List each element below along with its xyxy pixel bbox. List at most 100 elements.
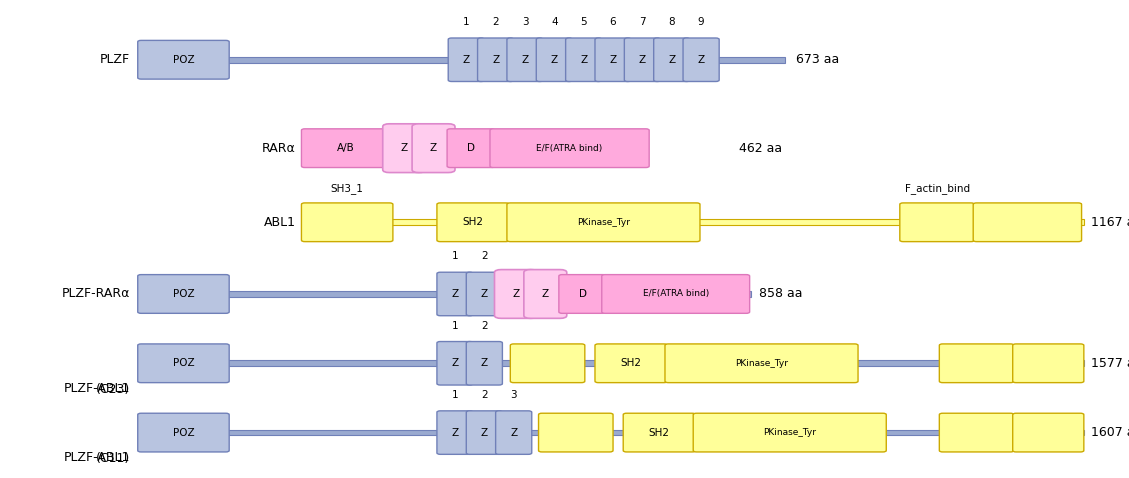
FancyBboxPatch shape [623,413,695,452]
FancyBboxPatch shape [939,344,1014,382]
FancyBboxPatch shape [566,38,602,81]
Text: 1: 1 [452,251,458,261]
FancyBboxPatch shape [602,274,750,314]
Text: SH3_1: SH3_1 [331,183,364,194]
FancyBboxPatch shape [539,413,613,452]
Text: SH2: SH2 [621,358,641,368]
FancyBboxPatch shape [495,270,537,318]
Text: 1: 1 [452,321,458,331]
FancyBboxPatch shape [665,344,858,382]
FancyBboxPatch shape [138,41,229,79]
Text: RARα: RARα [262,141,296,155]
FancyBboxPatch shape [448,38,484,81]
FancyBboxPatch shape [383,124,426,173]
FancyBboxPatch shape [437,272,473,316]
Text: 858 aa: 858 aa [759,287,803,301]
Text: Z: Z [452,289,458,299]
Text: 2: 2 [481,321,488,331]
FancyBboxPatch shape [437,341,473,385]
Text: E/F(ATRA bind): E/F(ATRA bind) [536,144,603,152]
FancyBboxPatch shape [301,203,393,241]
FancyBboxPatch shape [507,38,543,81]
FancyBboxPatch shape [490,129,649,168]
Text: Z: Z [580,55,587,65]
FancyBboxPatch shape [466,272,502,316]
Text: Z: Z [463,55,470,65]
FancyBboxPatch shape [1013,344,1084,382]
Text: 1167 aa: 1167 aa [1091,216,1129,229]
FancyBboxPatch shape [466,341,502,385]
FancyBboxPatch shape [138,413,229,452]
Text: (C11): (C11) [96,452,130,465]
Text: Z: Z [542,289,549,299]
Text: 3: 3 [522,17,528,27]
Text: Z: Z [639,55,646,65]
Text: 8: 8 [668,17,675,27]
Text: F_actin_bind: F_actin_bind [904,183,970,194]
FancyBboxPatch shape [900,203,974,241]
FancyBboxPatch shape [437,203,509,241]
Text: ABL1: ABL1 [264,216,296,229]
FancyBboxPatch shape [559,274,606,314]
FancyBboxPatch shape [447,129,495,168]
FancyBboxPatch shape [524,270,567,318]
Text: SH2: SH2 [649,428,669,437]
FancyBboxPatch shape [595,38,631,81]
FancyBboxPatch shape [1013,413,1084,452]
Text: PKinase_Tyr: PKinase_Tyr [577,218,630,227]
Text: 1: 1 [452,390,458,400]
Text: Z: Z [481,289,488,299]
FancyBboxPatch shape [138,344,229,382]
Text: PLZF-ABL1: PLZF-ABL1 [63,381,130,395]
Text: 9: 9 [698,17,704,27]
Text: 462 aa: 462 aa [739,141,782,155]
Bar [141,57,785,63]
Bar [141,291,751,297]
Text: Z: Z [452,358,458,368]
FancyBboxPatch shape [412,124,455,173]
Text: PKinase_Tyr: PKinase_Tyr [735,359,788,368]
FancyBboxPatch shape [595,344,667,382]
FancyBboxPatch shape [138,274,229,314]
FancyBboxPatch shape [466,411,502,454]
Text: 1: 1 [463,17,470,27]
Text: 1577 aa: 1577 aa [1091,357,1129,370]
FancyBboxPatch shape [693,413,886,452]
Text: Z: Z [510,428,517,437]
Text: SH2: SH2 [463,217,483,227]
Text: Z: Z [513,289,519,299]
Text: Z: Z [551,55,558,65]
Text: Z: Z [610,55,616,65]
Text: POZ: POZ [173,289,194,299]
FancyBboxPatch shape [939,413,1014,452]
Text: 5: 5 [580,17,587,27]
Text: POZ: POZ [173,358,194,368]
FancyBboxPatch shape [496,411,532,454]
Bar [141,430,1084,435]
Text: 2: 2 [481,251,488,261]
Text: PKinase_Tyr: PKinase_Tyr [763,428,816,437]
Text: 6: 6 [610,17,616,27]
Text: Z: Z [492,55,499,65]
FancyBboxPatch shape [683,38,719,81]
Text: 4: 4 [551,17,558,27]
Bar [305,219,1084,225]
Text: E/F(ATRA bind): E/F(ATRA bind) [642,290,709,298]
Text: Z: Z [481,428,488,437]
Text: POZ: POZ [173,428,194,437]
Bar [141,360,1084,366]
FancyBboxPatch shape [510,344,585,382]
FancyBboxPatch shape [624,38,660,81]
Text: 1607 aa: 1607 aa [1091,426,1129,439]
FancyBboxPatch shape [301,129,390,168]
FancyBboxPatch shape [973,203,1082,241]
Text: 673 aa: 673 aa [796,53,839,66]
Text: PLZF-ABL1: PLZF-ABL1 [63,451,130,464]
Text: 7: 7 [639,17,646,27]
Text: (C23): (C23) [96,382,130,396]
Text: Z: Z [522,55,528,65]
Text: A/B: A/B [336,143,355,153]
Text: Z: Z [401,143,408,153]
Text: Z: Z [698,55,704,65]
Text: PLZF: PLZF [99,53,130,66]
